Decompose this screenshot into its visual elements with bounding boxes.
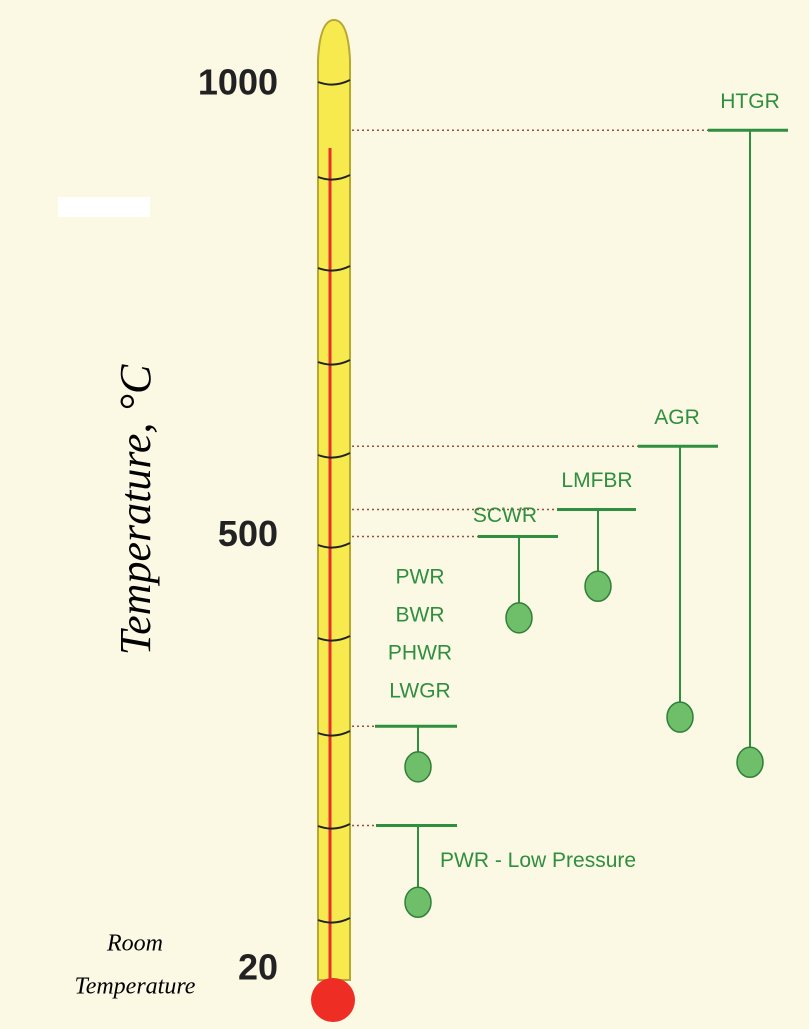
inlet-dot [666, 701, 694, 733]
axis-title: Temperature, °C [111, 364, 160, 655]
inlet-dot [584, 570, 612, 602]
inlet-dot [404, 886, 432, 919]
white-patch [58, 197, 150, 217]
tick-label: 1000 [198, 62, 278, 103]
reactor-label: SCWR [473, 504, 537, 527]
reactor-label: PWR [396, 566, 445, 589]
reactor-label: PHWR [388, 642, 452, 665]
inlet-dot [404, 751, 432, 783]
inlet-dot [736, 746, 764, 779]
reactor-label: PWR - Low Pressure [440, 849, 636, 872]
reactor-label: AGR [654, 406, 700, 429]
tick-label: 20 [238, 947, 278, 988]
bulb [311, 978, 355, 1022]
thermometer [317, 18, 351, 981]
tick-label: 500 [218, 513, 278, 554]
thermometer-ticks [317, 79, 351, 924]
room-label: Temperature [75, 974, 196, 1000]
room-label: Room [106, 931, 163, 957]
reactor-label: LMFBR [561, 469, 632, 492]
reactor-label: HTGR [720, 90, 780, 113]
reactor-label: BWR [396, 604, 445, 627]
inlet-dot [505, 602, 533, 634]
reactor-label: LWGR [389, 680, 450, 703]
